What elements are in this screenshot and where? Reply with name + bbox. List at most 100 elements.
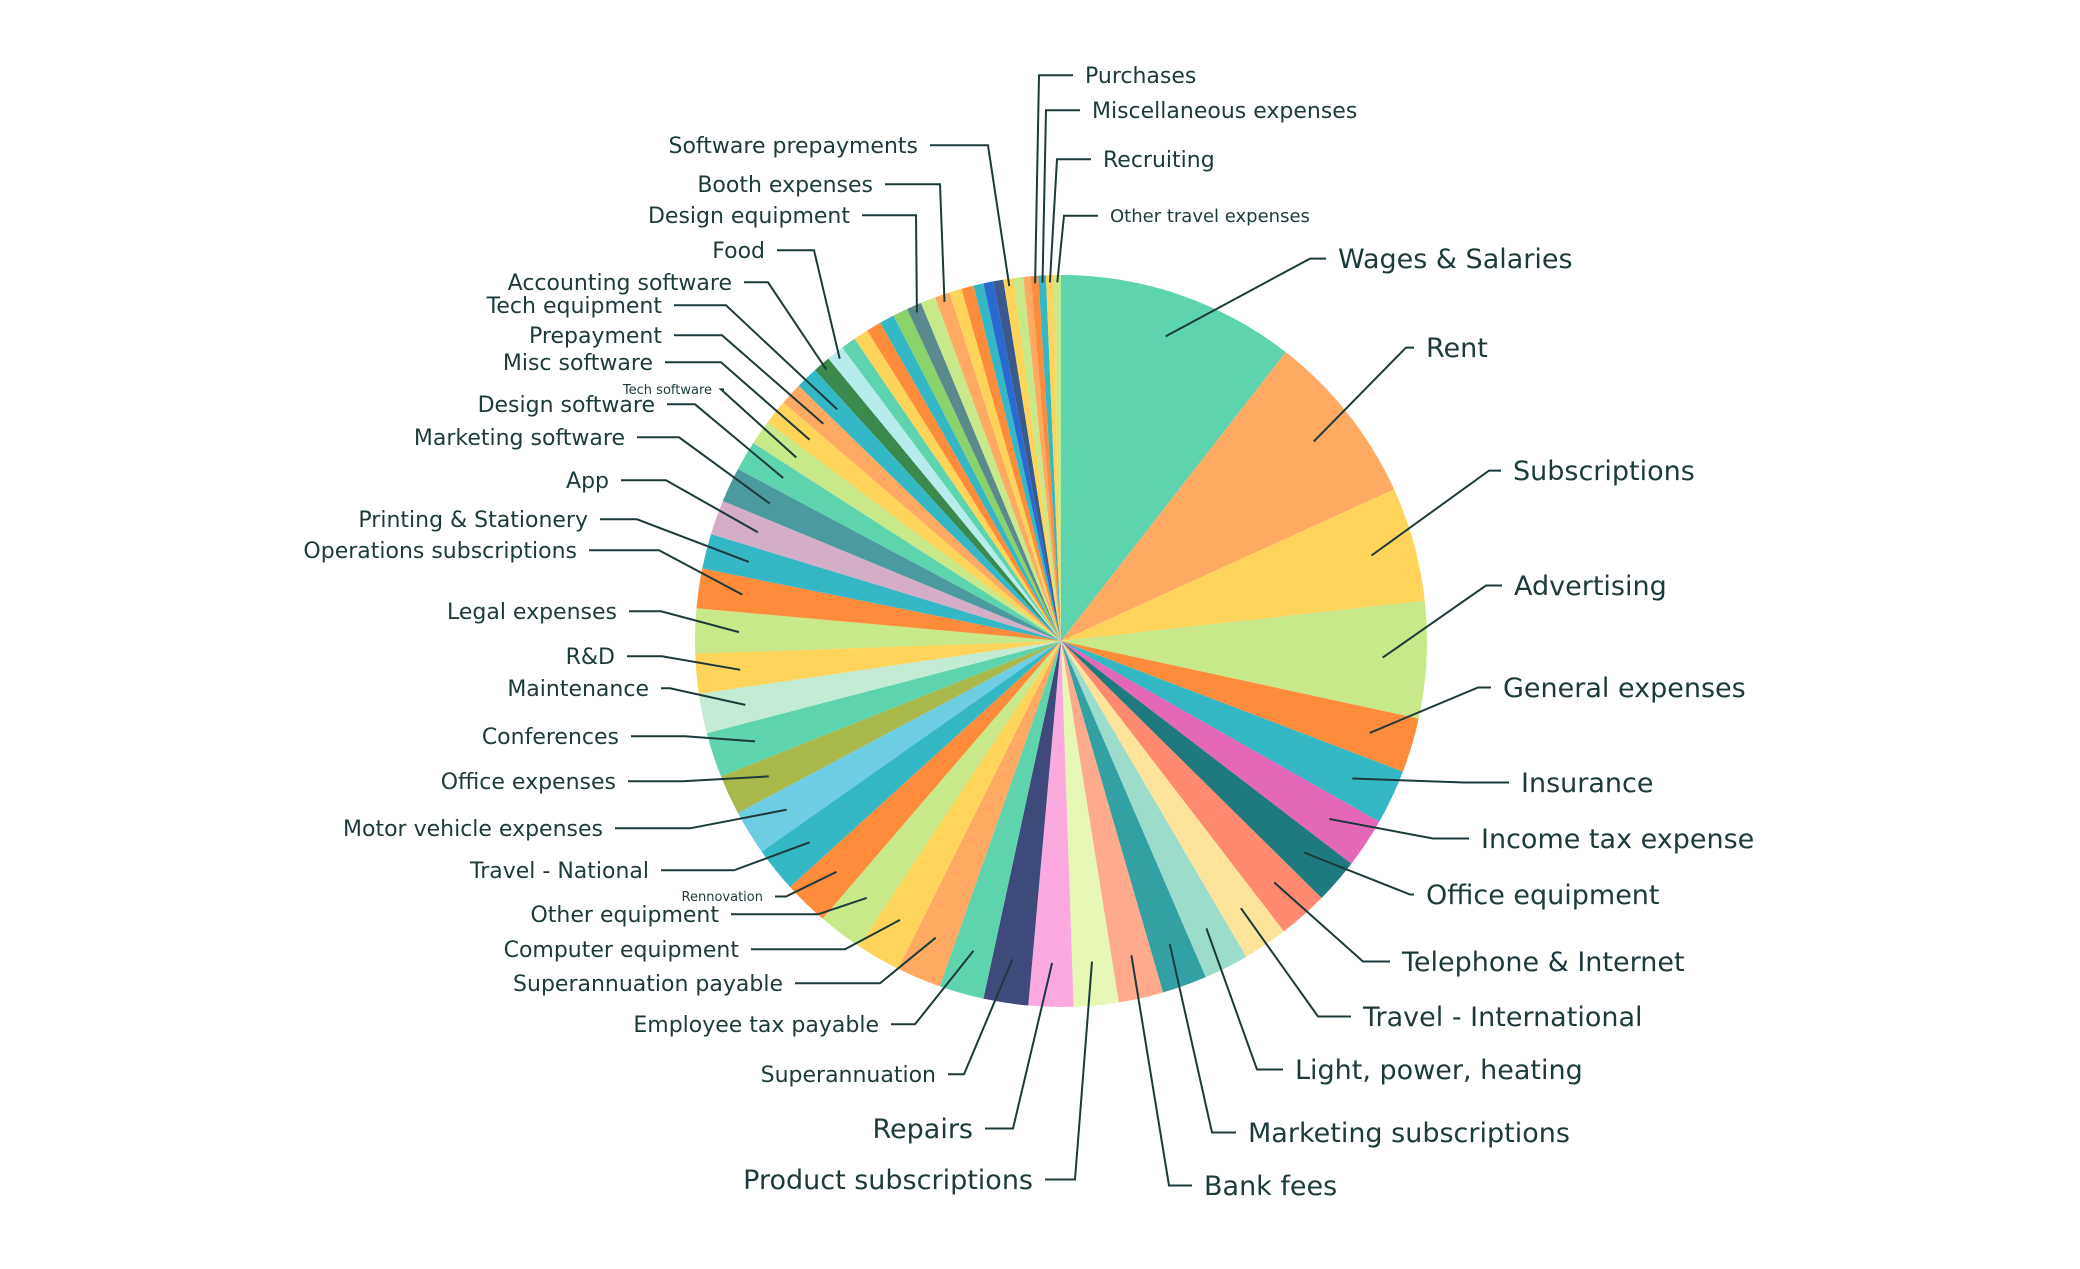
slice-conferences <box>706 641 1061 777</box>
slice-travel-national <box>761 641 1061 888</box>
slice-unlabeled-54 <box>1023 276 1061 641</box>
label-operations-subscriptions: Operations subscriptions <box>303 539 577 564</box>
slice-tech-software <box>753 422 1061 641</box>
slice-motor-vehicle-expenses <box>737 641 1061 852</box>
label-misc-software: Misc software <box>503 351 653 376</box>
label-food: Food <box>712 239 765 264</box>
label-design-equipment: Design equipment <box>648 204 850 229</box>
slice-superannuation-payable <box>897 641 1061 987</box>
slice-prepayment <box>783 385 1061 641</box>
leader-subscriptions <box>1370 469 1501 557</box>
leader-marketing-subscriptions <box>1168 943 1236 1134</box>
slice-marketing-software <box>722 469 1061 641</box>
leader-insurance <box>1352 777 1509 784</box>
slice-unlabeled-42 <box>880 315 1061 641</box>
slice-light-power-heating <box>1061 641 1247 978</box>
leader-food <box>777 249 841 359</box>
leader-misc-software <box>665 361 811 441</box>
label-office-equipment: Office equipment <box>1426 880 1660 911</box>
slice-unlabeled-48 <box>961 285 1061 641</box>
label-motor-vehicle-expenses: Motor vehicle expenses <box>343 817 603 842</box>
slice-miscellaneous-expenses <box>1038 275 1061 641</box>
slice-unlabeled-41 <box>867 322 1061 641</box>
leader-other-equipment <box>731 896 868 916</box>
label-product-subscriptions: Product subscriptions <box>743 1165 1033 1196</box>
slice-bank-fees <box>1061 641 1164 1003</box>
label-telephone-and-internet: Telephone & Internet <box>1401 947 1685 978</box>
slice-income-tax-expense <box>1061 641 1380 864</box>
leader-miscellaneous-expenses <box>1041 109 1080 283</box>
label-marketing-subscriptions: Marketing subscriptions <box>1248 1118 1570 1149</box>
leader-design-software <box>667 403 784 479</box>
label-office-expenses: Office expenses <box>441 770 616 795</box>
slice-superannuation <box>983 641 1061 1006</box>
slice-tech-equipment <box>798 370 1061 641</box>
leader-legal-expenses <box>629 610 740 634</box>
leader-travel-international <box>1240 907 1351 1018</box>
slice-product-subscriptions <box>1061 641 1119 1007</box>
label-tech-software: Tech software <box>622 383 712 398</box>
slice-design-equipment <box>907 302 1061 641</box>
slice-general-expenses <box>1061 641 1419 772</box>
slice-insurance <box>1061 641 1403 822</box>
slice-labels: Wages & Salaries Rent Subscriptions Adverti… <box>303 64 1754 1202</box>
label-repairs: Repairs <box>872 1114 973 1145</box>
slice-employee-tax-payable <box>939 641 1061 999</box>
slice-maintenance <box>698 641 1061 734</box>
label-legal-expenses: Legal expenses <box>447 600 617 625</box>
label-bank-fees: Bank fees <box>1204 1171 1337 1202</box>
label-purchases: Purchases <box>1085 64 1196 89</box>
label-randd: R&D <box>566 645 615 670</box>
leader-advertising <box>1382 584 1502 659</box>
label-other-equipment: Other equipment <box>530 903 719 928</box>
leader-design-equipment <box>862 214 918 313</box>
slice-advertising <box>1061 600 1427 719</box>
slice-misc-software <box>767 402 1061 641</box>
slice-computer-equipment <box>858 641 1061 969</box>
leader-computer-equipment <box>751 919 901 951</box>
slice-unlabeled-40 <box>854 330 1061 641</box>
label-miscellaneous-expenses: Miscellaneous expenses <box>1092 99 1357 124</box>
leader-operations-subscriptions <box>589 549 743 596</box>
leader-software-prepayments <box>930 144 1011 287</box>
leader-repairs <box>985 962 1054 1130</box>
label-subscriptions: Subscriptions <box>1513 456 1695 487</box>
slice-software-prepayments <box>1003 278 1061 641</box>
leader-marketing-software <box>637 436 771 505</box>
slice-recruiting <box>1045 275 1061 641</box>
leader-wages-and-salaries <box>1165 257 1326 338</box>
label-app: App <box>566 469 609 494</box>
label-computer-equipment: Computer equipment <box>504 938 740 963</box>
slice-food <box>828 347 1061 641</box>
leader-rent <box>1313 346 1414 443</box>
leader-employee-tax-payable <box>891 950 975 1026</box>
label-insurance: Insurance <box>1521 768 1653 799</box>
label-design-software: Design software <box>478 393 655 418</box>
leader-bank-fees <box>1130 955 1192 1187</box>
slice-office-equipment <box>1061 641 1352 899</box>
slice-unlabeled-50 <box>983 281 1061 641</box>
slice-marketing-subscriptions <box>1061 641 1206 993</box>
leader-tech-equipment <box>674 304 838 411</box>
label-recruiting: Recruiting <box>1103 148 1215 173</box>
slice-unlabeled-47 <box>949 288 1061 641</box>
label-leader-lines <box>589 74 1509 1187</box>
leader-travel-national <box>661 841 810 872</box>
leader-maintenance <box>661 687 746 706</box>
label-prepayment: Prepayment <box>529 324 662 349</box>
slice-operations-subscriptions <box>696 568 1061 641</box>
label-income-tax-expense: Income tax expense <box>1481 824 1754 855</box>
leader-tech-software <box>718 388 797 459</box>
leader-superannuation <box>948 959 1014 1076</box>
label-software-prepayments: Software prepayments <box>669 134 919 159</box>
leader-booth-expenses <box>885 183 946 302</box>
leader-purchases <box>1034 74 1073 284</box>
label-marketing-software: Marketing software <box>414 426 625 451</box>
label-superannuation-payable: Superannuation payable <box>513 972 783 997</box>
label-employee-tax-payable: Employee tax payable <box>633 1013 879 1038</box>
label-travel-international: Travel - International <box>1362 1002 1643 1033</box>
pie-slices <box>695 275 1427 1007</box>
label-rent: Rent <box>1426 333 1488 364</box>
leader-office-equipment <box>1303 851 1414 896</box>
